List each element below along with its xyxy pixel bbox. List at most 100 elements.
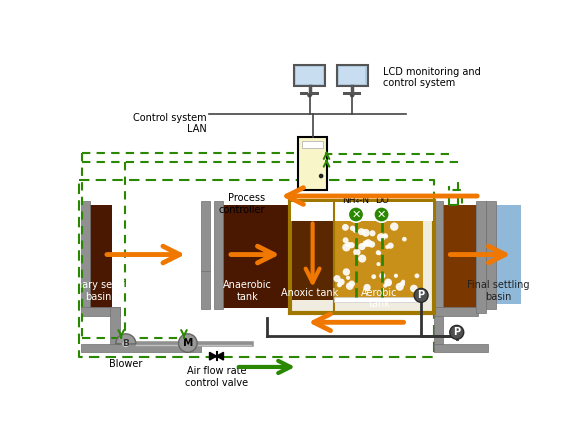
Circle shape [386,280,391,286]
Circle shape [342,224,349,231]
Text: Process
controller: Process controller [219,193,266,215]
Text: Control system
LAN: Control system LAN [133,113,207,135]
Bar [339,67,365,84]
Bar [300,92,308,95]
Bar [433,307,443,347]
Bar [81,307,119,316]
Text: B: B [122,339,129,348]
Circle shape [364,239,372,247]
Text: DO: DO [374,196,388,205]
Bar [476,202,486,313]
Text: P: P [453,327,460,337]
Circle shape [358,255,366,263]
Circle shape [362,229,370,237]
Text: Anoxic tank: Anoxic tank [281,288,338,297]
Circle shape [353,228,358,233]
Circle shape [400,281,405,286]
Text: ✕: ✕ [377,209,386,220]
Circle shape [369,241,375,248]
Circle shape [346,276,350,280]
Circle shape [338,279,345,285]
Text: Aerobic
tank: Aerobic tank [361,288,397,309]
Circle shape [178,334,197,352]
Bar [311,92,319,95]
Circle shape [348,207,364,222]
Circle shape [358,228,365,235]
Circle shape [415,273,419,278]
Text: Blower: Blower [109,359,143,369]
Polygon shape [486,205,521,304]
Circle shape [349,281,355,287]
Circle shape [376,250,381,255]
Circle shape [414,289,428,302]
Bar [334,297,422,302]
Bar [354,92,362,95]
Circle shape [390,223,398,231]
Circle shape [349,242,355,248]
Circle shape [394,274,398,278]
Bar [201,202,210,271]
Circle shape [350,226,355,231]
Bar [288,202,295,309]
Circle shape [358,243,366,250]
Circle shape [333,275,340,282]
Bar [201,271,210,309]
Circle shape [383,283,387,288]
Bar [111,307,119,347]
Bar [343,92,350,95]
Text: Anaerobic
tank: Anaerobic tank [223,280,272,301]
Circle shape [386,245,390,249]
Bar [214,202,223,309]
FancyBboxPatch shape [290,202,433,313]
Circle shape [122,340,130,348]
Polygon shape [88,205,112,308]
Text: Primary settling
basin: Primary settling basin [60,280,137,301]
Bar [302,141,324,147]
Circle shape [450,326,464,339]
Circle shape [384,279,392,286]
Circle shape [384,235,388,238]
Circle shape [350,93,355,98]
Polygon shape [476,205,486,308]
Bar [291,202,433,221]
Circle shape [337,282,342,287]
Circle shape [345,242,351,247]
Bar [294,65,325,86]
Text: LCD monitoring and
control system: LCD monitoring and control system [383,66,481,88]
Bar [336,65,367,86]
FancyBboxPatch shape [298,137,328,190]
Bar [297,67,323,84]
Bar [333,221,422,300]
Circle shape [363,241,369,247]
Text: M: M [183,338,193,348]
Text: NH₄-N: NH₄-N [342,196,370,205]
Circle shape [353,249,360,256]
Bar [433,202,443,309]
Circle shape [371,274,376,279]
Circle shape [377,233,386,242]
Polygon shape [216,205,290,308]
Text: P: P [418,290,425,301]
Bar [292,221,333,300]
Circle shape [376,262,380,266]
Bar [433,344,488,352]
Polygon shape [435,205,476,308]
Bar [486,202,495,309]
Circle shape [307,93,312,98]
Circle shape [369,230,376,236]
Circle shape [343,237,349,243]
Circle shape [342,243,350,252]
Circle shape [401,280,405,283]
Circle shape [346,282,353,290]
Circle shape [343,268,350,275]
Bar [433,307,479,316]
Circle shape [377,251,381,255]
Circle shape [402,237,407,242]
Circle shape [374,207,390,222]
Circle shape [319,174,324,178]
Text: Air flow rate
control valve: Air flow rate control valve [185,366,248,388]
Bar [81,202,90,309]
Circle shape [383,233,388,238]
Text: ✕: ✕ [352,209,361,220]
Circle shape [363,284,371,291]
